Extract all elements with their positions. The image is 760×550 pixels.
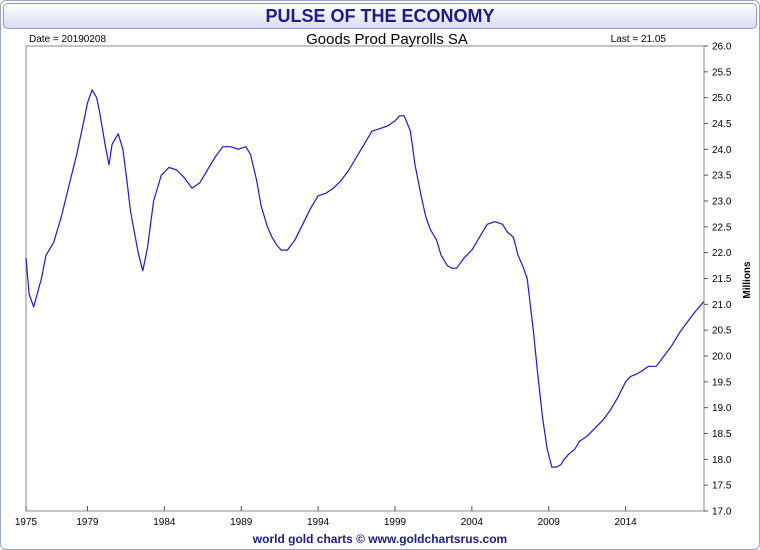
y-tick-label: 18.0 <box>712 455 732 466</box>
date-label: Date = 20190208 <box>29 34 106 45</box>
y-tick-label: 24.5 <box>712 119 732 130</box>
chart-title: PULSE OF THE ECONOMY <box>265 6 495 26</box>
y-tick-label: 19.0 <box>712 403 732 414</box>
series-line-goods-payrolls <box>25 89 705 468</box>
x-tick-label: 1989 <box>230 517 253 528</box>
x-tick-label: 1979 <box>76 517 99 528</box>
x-tick-label: 2004 <box>461 517 484 528</box>
y-tick-label: 17.0 <box>712 507 732 518</box>
plot-area <box>25 45 705 512</box>
last-label: Last = 21.05 <box>611 34 667 45</box>
y-axis-label: Millions <box>742 261 753 299</box>
x-tick-label: 2009 <box>538 517 561 528</box>
x-tick-label: 1975 <box>15 517 38 528</box>
y-tick-label: 25.0 <box>712 93 732 104</box>
y-tick-label: 20.0 <box>712 352 732 363</box>
y-tick-label: 23.0 <box>712 197 732 208</box>
x-tick-label: 1994 <box>307 517 330 528</box>
y-tick-label: 23.5 <box>712 171 732 182</box>
y-tick-label: 18.5 <box>712 429 732 440</box>
y-tick-label: 22.5 <box>712 222 732 233</box>
y-tick-label: 24.0 <box>712 145 732 156</box>
x-tick-label: 1999 <box>384 517 407 528</box>
x-tick-label: 2014 <box>614 517 637 528</box>
x-axis: 1975 1979 1984 1989 1994 1999 2004 2009 2014 <box>15 506 637 528</box>
series-title: Goods Prod Payrolls SA <box>306 31 468 48</box>
y-tick-label: 25.5 <box>712 67 732 78</box>
y-tick-label: 21.5 <box>712 274 732 285</box>
y-tick-label: 22.0 <box>712 248 732 259</box>
y-axis: 17.0 17.5 18.0 18.5 19.0 19.5 20.0 20.5 21.0 21.5… <box>704 42 732 518</box>
title-bar: PULSE OF THE ECONOMY <box>3 3 757 29</box>
y-tick-label: 20.5 <box>712 326 732 337</box>
footer-credit: world gold charts © www.goldchartsrus.co… <box>252 532 507 546</box>
y-tick-label: 19.5 <box>712 377 732 388</box>
y-tick-label: 21.0 <box>712 300 732 311</box>
y-tick-label: 26.0 <box>712 42 732 53</box>
x-tick-label: 1984 <box>153 517 176 528</box>
y-tick-label: 17.5 <box>712 481 732 492</box>
